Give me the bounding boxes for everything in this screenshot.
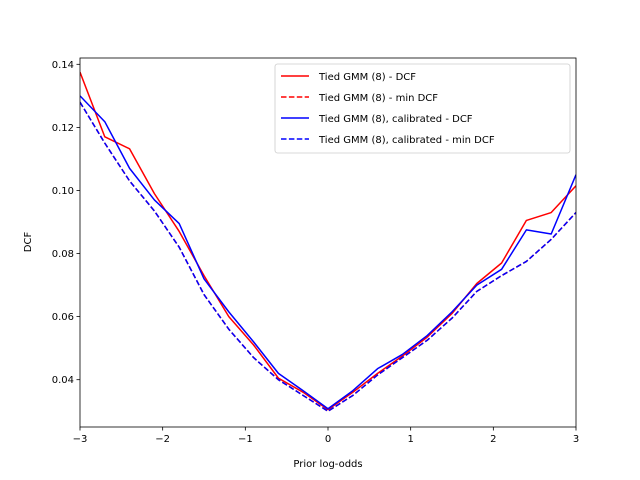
- y-tick-label: 0.12: [52, 123, 74, 134]
- x-tick-label: −1: [238, 434, 253, 445]
- legend-box: [274, 63, 571, 154]
- legend-label-1: Tied GMM (8) - DCF: [318, 72, 416, 83]
- y-tick-label: 0.14: [52, 60, 74, 71]
- legend-label-4: Tied GMM (8), calibrated - min DCF: [318, 135, 495, 146]
- x-tick-label: 1: [407, 434, 413, 445]
- series-line-1: [80, 71, 576, 411]
- legend-label-2: Tied GMM (8) - min DCF: [318, 93, 438, 104]
- series-line-4: [80, 101, 576, 412]
- x-tick-label: −3: [73, 434, 88, 445]
- y-tick-label: 0.04: [52, 375, 74, 386]
- x-tick-label: 2: [490, 434, 496, 445]
- y-axis-ticks: 0.04 0.06 0.08 0.10 0.12 0.14: [52, 60, 80, 386]
- x-tick-label: 3: [573, 434, 579, 445]
- x-axis-ticks: −3 −2 −1 0 1 2 3: [73, 427, 579, 445]
- x-axis-label: Prior log-odds: [293, 459, 362, 470]
- y-axis-label: DCF: [23, 232, 34, 253]
- y-tick-label: 0.06: [52, 312, 74, 323]
- legend: Tied GMM (8) - DCF Tied GMM (8) - min DCF…: [274, 63, 571, 154]
- series-lines: [80, 71, 576, 412]
- y-tick-label: 0.10: [52, 186, 74, 197]
- x-tick-label: −2: [155, 434, 170, 445]
- x-tick-label: 0: [325, 434, 331, 445]
- plot-area: [79, 57, 577, 428]
- series-line-3: [80, 95, 576, 410]
- y-tick-label: 0.08: [52, 249, 74, 260]
- legend-label-3: Tied GMM (8), calibrated - DCF: [318, 114, 473, 125]
